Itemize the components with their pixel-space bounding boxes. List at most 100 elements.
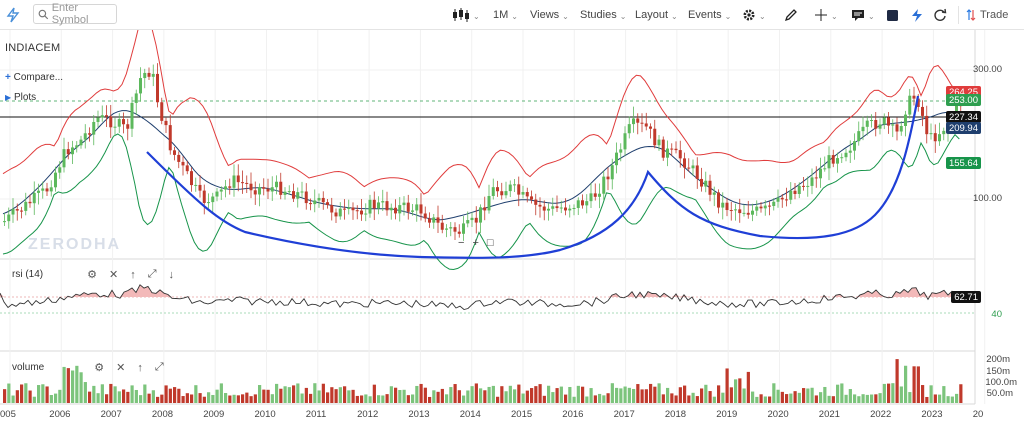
volume-bar (857, 396, 861, 403)
volume-bar (364, 394, 368, 403)
volume-bar (755, 396, 759, 403)
volume-bar (466, 390, 470, 403)
search-input[interactable]: Enter Symbol (51, 2, 89, 26)
chevron-down-icon: ⌄ (562, 11, 569, 21)
candle-body (933, 133, 937, 142)
candle-body (551, 206, 555, 209)
volume-bar (840, 383, 844, 403)
candle-body (836, 158, 839, 164)
candle-body (857, 131, 861, 142)
candle-body (508, 184, 512, 192)
zoom-out-button[interactable]: − (458, 237, 465, 249)
arrow-down-icon[interactable]: ↓ (168, 268, 175, 281)
plots-toggle[interactable]: ▶ Plots (5, 92, 36, 103)
compare-button[interactable]: + Compare... (5, 72, 63, 83)
toolbar-divider (958, 0, 959, 30)
candle-body (653, 128, 657, 146)
time-tick: 2017 (613, 409, 635, 420)
arrow-up-icon[interactable]: ↑ (130, 268, 136, 281)
volume-bar (746, 371, 750, 403)
volume-bar (49, 394, 53, 403)
views-dropdown[interactable]: Views ⌄ (530, 0, 569, 30)
volume-bar (929, 385, 933, 403)
gear-icon[interactable]: ⚙ (94, 362, 105, 374)
settings-button[interactable]: ⌄ (742, 0, 766, 30)
chart-grid (0, 30, 986, 405)
volume-bar (326, 392, 330, 403)
candle-body (899, 125, 903, 132)
volume-bar (738, 378, 742, 403)
candle-body (861, 126, 865, 132)
volume-bar (20, 384, 24, 403)
volume-bar (721, 392, 725, 403)
crosshair-button[interactable]: ⌄ (814, 0, 838, 30)
chart-type-button[interactable]: ⌄ (452, 0, 480, 30)
price-chart[interactable] (0, 30, 1024, 442)
volume-bar (827, 395, 831, 403)
layout-dropdown[interactable]: Layout ⌄ (635, 0, 678, 30)
candle-body (521, 192, 525, 195)
volume-bar (691, 392, 695, 403)
candle-body (270, 187, 274, 192)
chevron-down-icon: ⌄ (619, 11, 627, 21)
close-icon[interactable]: ✕ (109, 269, 119, 281)
candle-body (313, 200, 317, 205)
lightning-icon[interactable] (6, 0, 20, 30)
candle-body (785, 199, 788, 201)
volume-bar (15, 390, 19, 403)
volume-bar (224, 393, 228, 403)
trade-button[interactable]: Trade (966, 0, 1008, 30)
refresh-button[interactable] (933, 0, 947, 30)
candle-body (912, 95, 916, 99)
volume-bar (432, 390, 436, 403)
volume-bar (576, 385, 580, 403)
last-price-tag: 253.00 (945, 94, 981, 106)
draw-button[interactable] (784, 0, 798, 30)
volume-bar (215, 389, 219, 403)
volume-bar (198, 393, 202, 403)
events-dropdown[interactable]: Events ⌄ (688, 0, 731, 30)
candle-body (789, 190, 793, 200)
volume-bar (853, 394, 857, 403)
volume-bar (496, 396, 500, 403)
triangle-right-icon: ▶ (5, 93, 12, 102)
interval-dropdown[interactable]: 1M ⌄ (493, 0, 518, 30)
fullscreen-button[interactable] (886, 0, 899, 30)
rsi-header: rsi (14) ⚙ ✕ ↑ ⤢ ↓ (12, 268, 174, 281)
volume-bar (360, 395, 364, 403)
candle-body (882, 117, 886, 125)
volume-bar (891, 383, 895, 403)
reset-zoom-button[interactable]: □ (486, 237, 494, 249)
gear-icon[interactable]: ⚙ (87, 269, 97, 281)
candle-body (725, 202, 729, 211)
volume-bar (653, 386, 657, 403)
volume-bar (632, 388, 636, 403)
alerts-button[interactable]: ⌄ (851, 0, 875, 30)
arrow-up-icon[interactable]: ↑ (137, 361, 143, 374)
volume-bar (62, 366, 66, 403)
time-tick: 2022 (870, 409, 892, 420)
rsi-panel (0, 284, 975, 314)
quick-trade-button[interactable] (911, 0, 923, 30)
candle-body (75, 145, 79, 148)
candle-body (517, 184, 521, 195)
volume-bar (712, 396, 716, 403)
symbol-search[interactable]: Enter Symbol (33, 2, 117, 26)
volume-bar (160, 394, 164, 403)
lightning-icon (912, 8, 922, 22)
candle-body (823, 168, 827, 170)
time-tick: 2023 (921, 409, 943, 420)
volume-bar (751, 391, 755, 403)
studies-dropdown[interactable]: Studies ⌄ (580, 0, 626, 30)
candle-body (194, 184, 198, 186)
candle-body (258, 187, 261, 195)
cup-curve (146, 95, 920, 259)
zoom-in-button[interactable]: + (472, 237, 479, 249)
candle-body (381, 201, 385, 203)
volume-bar (355, 395, 359, 403)
close-icon[interactable]: ✕ (116, 362, 126, 374)
candle-body (11, 209, 15, 215)
volume-bar (88, 391, 92, 403)
expand-icon[interactable]: ⤢ (147, 268, 157, 280)
expand-icon[interactable]: ⤢ (154, 361, 164, 373)
